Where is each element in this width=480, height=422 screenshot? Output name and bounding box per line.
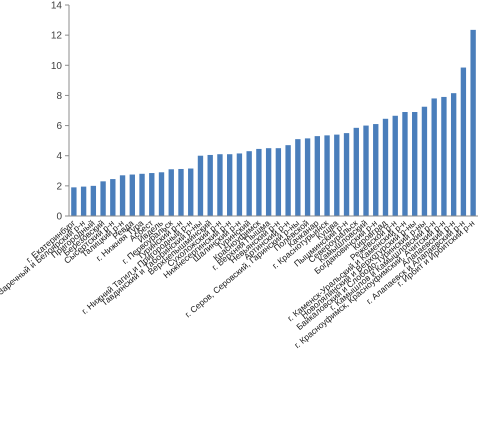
bar (100, 181, 106, 216)
bar (110, 179, 116, 216)
bar (71, 187, 77, 216)
bar (158, 172, 165, 216)
bar (412, 112, 418, 216)
y-tick-label: 14 (51, 1, 63, 12)
bar (265, 148, 272, 216)
bar (363, 125, 369, 216)
bar (470, 29, 476, 217)
bar (236, 153, 243, 216)
bar (450, 93, 457, 216)
bar (207, 154, 213, 216)
bar (392, 115, 398, 216)
y-tick-label: 2 (56, 181, 62, 192)
y-tick-label: 0 (56, 212, 62, 223)
bar (246, 151, 252, 216)
bar (80, 186, 87, 216)
bar (314, 136, 320, 216)
bar (197, 155, 204, 216)
bar (149, 173, 155, 216)
bar (178, 168, 184, 216)
y-tick-label: 6 (56, 121, 62, 132)
x-axis-ticks: г. Екатеринбургг. Заречный и Белоярский … (0, 218, 477, 351)
y-tick-label: 10 (51, 61, 63, 72)
bar (304, 138, 311, 216)
bar (168, 169, 174, 216)
bar (343, 133, 350, 216)
bar (275, 148, 282, 216)
bar (188, 168, 194, 216)
y-tick-label: 8 (56, 91, 62, 102)
bar (139, 173, 145, 216)
bar (129, 174, 135, 216)
bar (431, 98, 437, 216)
bar (256, 148, 262, 216)
bar (90, 185, 97, 216)
bars (71, 29, 476, 217)
bar (119, 175, 126, 216)
bar (460, 67, 467, 216)
bar (421, 106, 428, 216)
bar (324, 135, 330, 216)
y-tick-label: 12 (51, 31, 63, 42)
bar (285, 145, 291, 216)
bar (373, 124, 379, 216)
bar (382, 118, 389, 216)
bar (295, 139, 301, 216)
y-axis-ticks: 0 2 4 6 8 10 12 14 (51, 1, 69, 223)
bar (334, 134, 340, 216)
bar (353, 127, 359, 216)
bar (227, 154, 233, 216)
bar (441, 96, 447, 216)
y-tick-label: 4 (56, 151, 62, 162)
bar (217, 154, 223, 216)
bar (402, 112, 408, 216)
